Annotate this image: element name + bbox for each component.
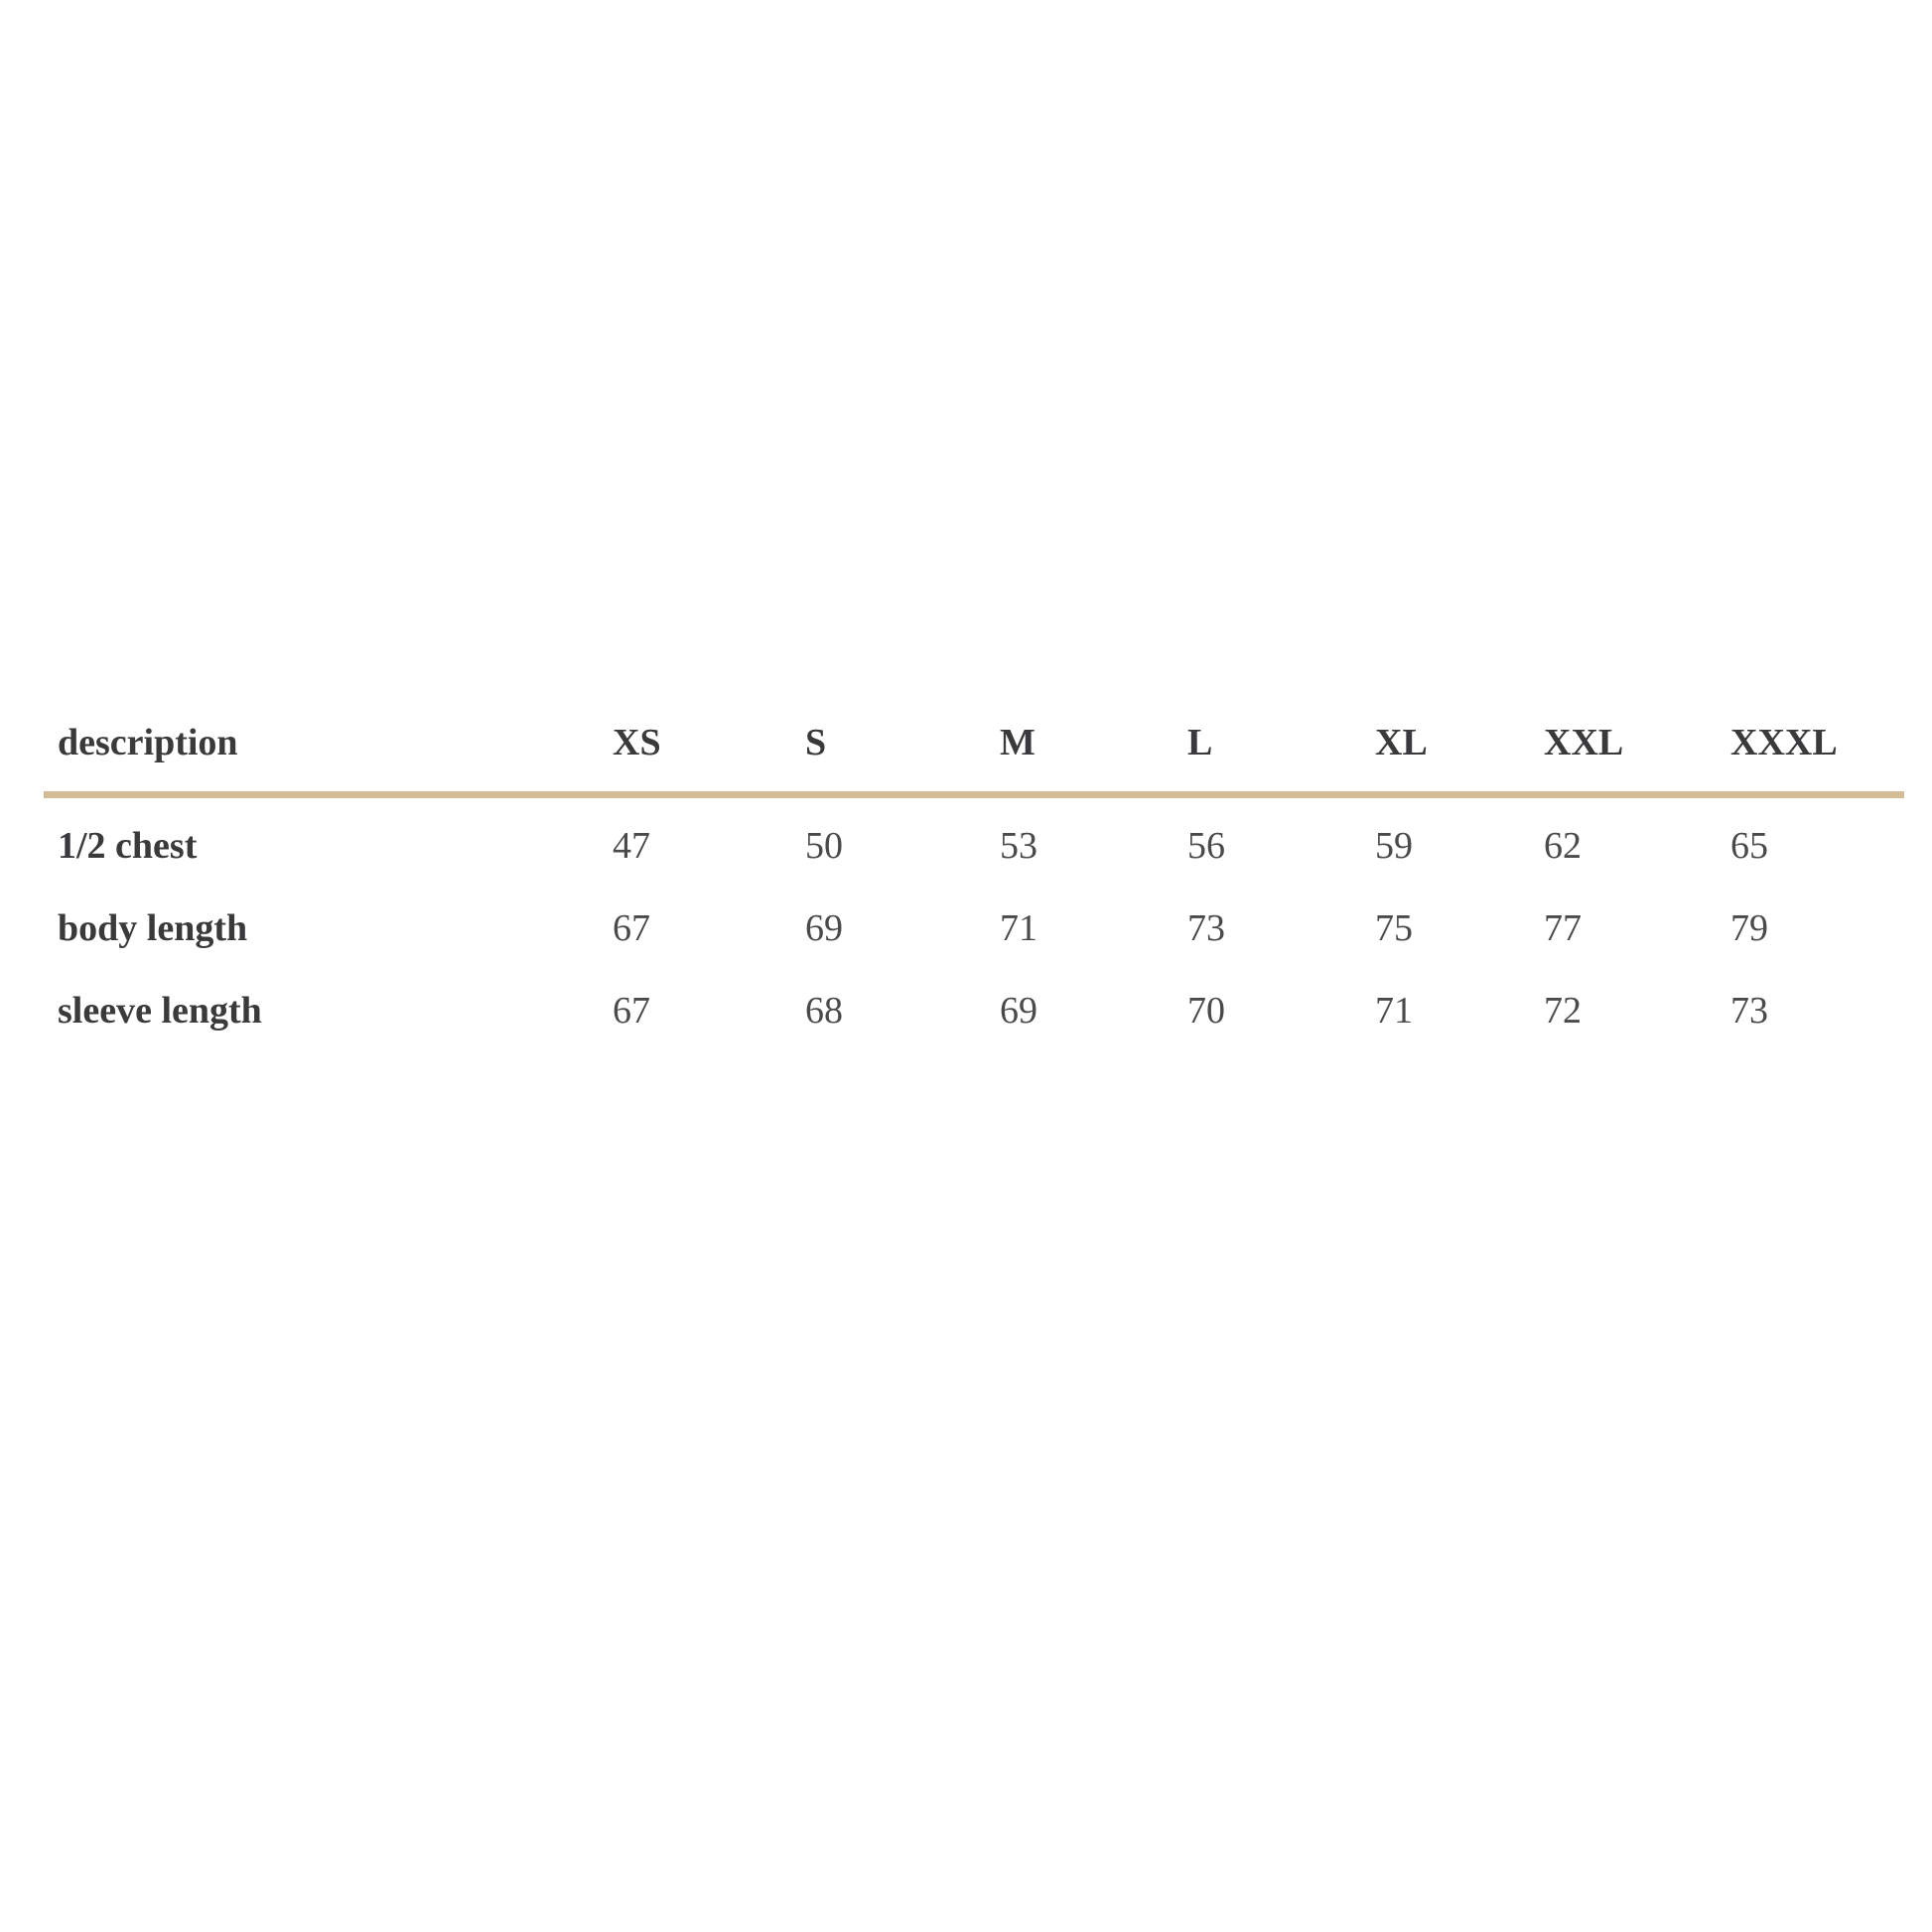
cell-value: 67: [613, 906, 650, 949]
column-header-m: M: [1000, 721, 1035, 763]
cell-value: 77: [1544, 906, 1582, 949]
column-header-l: L: [1187, 721, 1213, 763]
cell-value: 70: [1187, 989, 1225, 1032]
cell-value: 69: [805, 906, 843, 949]
cell-value: 62: [1544, 824, 1582, 867]
table-row-sleeve-length: sleeve length 67 68 69 70 71 72 73: [44, 969, 1904, 1051]
table-row-body-length: body length 67 69 71 73 75 77 79: [44, 887, 1904, 969]
cell-value: 47: [613, 824, 650, 867]
column-header-xxxl: XXXL: [1730, 721, 1838, 763]
column-header-xl: XL: [1375, 721, 1428, 763]
column-header-xs: XS: [613, 721, 661, 763]
column-header-xxl: XXL: [1544, 721, 1624, 763]
cell-value: 50: [805, 824, 843, 867]
row-label: body length: [58, 906, 248, 949]
cell-value: 75: [1375, 906, 1413, 949]
cell-value: 56: [1187, 824, 1225, 867]
cell-value: 59: [1375, 824, 1413, 867]
row-label: sleeve length: [58, 989, 262, 1032]
cell-value: 68: [805, 989, 843, 1032]
cell-value: 72: [1544, 989, 1582, 1032]
cell-value: 71: [1375, 989, 1413, 1032]
cell-value: 53: [1000, 824, 1037, 867]
column-header-s: S: [805, 721, 827, 763]
size-chart-table: description XS S M L XL XXL XXXL 1/2 che…: [44, 693, 1904, 1051]
cell-value: 73: [1730, 989, 1768, 1032]
column-header-description: description: [58, 721, 238, 763]
cell-value: 69: [1000, 989, 1037, 1032]
row-label: 1/2 chest: [58, 824, 198, 867]
cell-value: 65: [1730, 824, 1768, 867]
table-header-row: description XS S M L XL XXL XXXL: [44, 693, 1904, 798]
cell-value: 79: [1730, 906, 1768, 949]
cell-value: 71: [1000, 906, 1037, 949]
table-row-half-chest: 1/2 chest 47 50 53 56 59 62 65: [44, 804, 1904, 887]
cell-value: 73: [1187, 906, 1225, 949]
cell-value: 67: [613, 989, 650, 1032]
